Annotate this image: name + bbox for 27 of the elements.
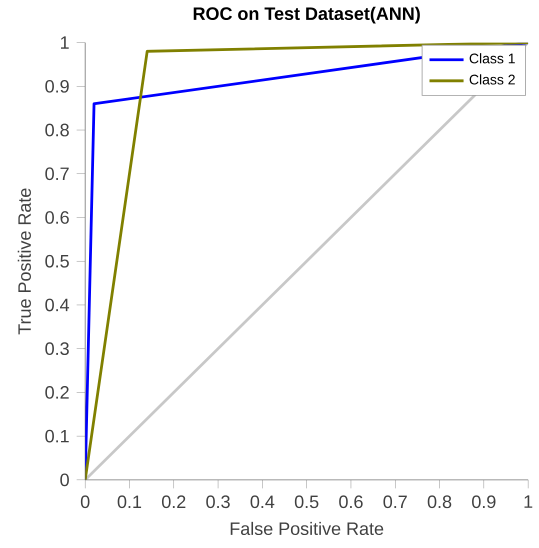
x-tick-label: 0.5: [294, 495, 318, 508]
x-tick-label: 0.3: [206, 495, 230, 508]
x-tick-label: 0.9: [472, 495, 496, 508]
legend-label: Class 1: [469, 53, 515, 64]
chart-title: ROC on Test Dataset(ANN): [194, 6, 420, 24]
x-tick-label: 0.7: [383, 495, 407, 508]
y-tick-label: 0.7: [45, 167, 68, 180]
y-tick-label: 1: [60, 36, 68, 49]
x-tick-label: 0.4: [250, 495, 274, 508]
x-axis-title: False Positive Rate: [230, 522, 383, 536]
y-tick-label: 0.1: [45, 430, 68, 442]
y-tick-label: 0.2: [45, 386, 68, 399]
x-tick-label: 1: [524, 495, 532, 508]
x-tick-label: 0.8: [428, 495, 452, 508]
y-tick-label: 0.3: [45, 342, 69, 356]
y-tick-label: 0.9: [45, 80, 69, 93]
x-tick-label: 0.1: [117, 495, 141, 508]
y-tick-label: 0.8: [45, 124, 69, 136]
y-tick-label: 0.5: [45, 254, 69, 268]
legend-label: Class 2: [469, 74, 515, 85]
y-tick-label: 0.6: [45, 211, 69, 224]
y-tick-label: 0: [60, 473, 69, 486]
x-tick-label: 0: [80, 495, 90, 508]
x-tick-label: 0.2: [162, 495, 186, 508]
x-tick-label: 0.6: [338, 495, 362, 508]
y-axis-title: True Positive Rate: [18, 188, 31, 334]
y-tick-label: 0.4: [45, 298, 69, 312]
